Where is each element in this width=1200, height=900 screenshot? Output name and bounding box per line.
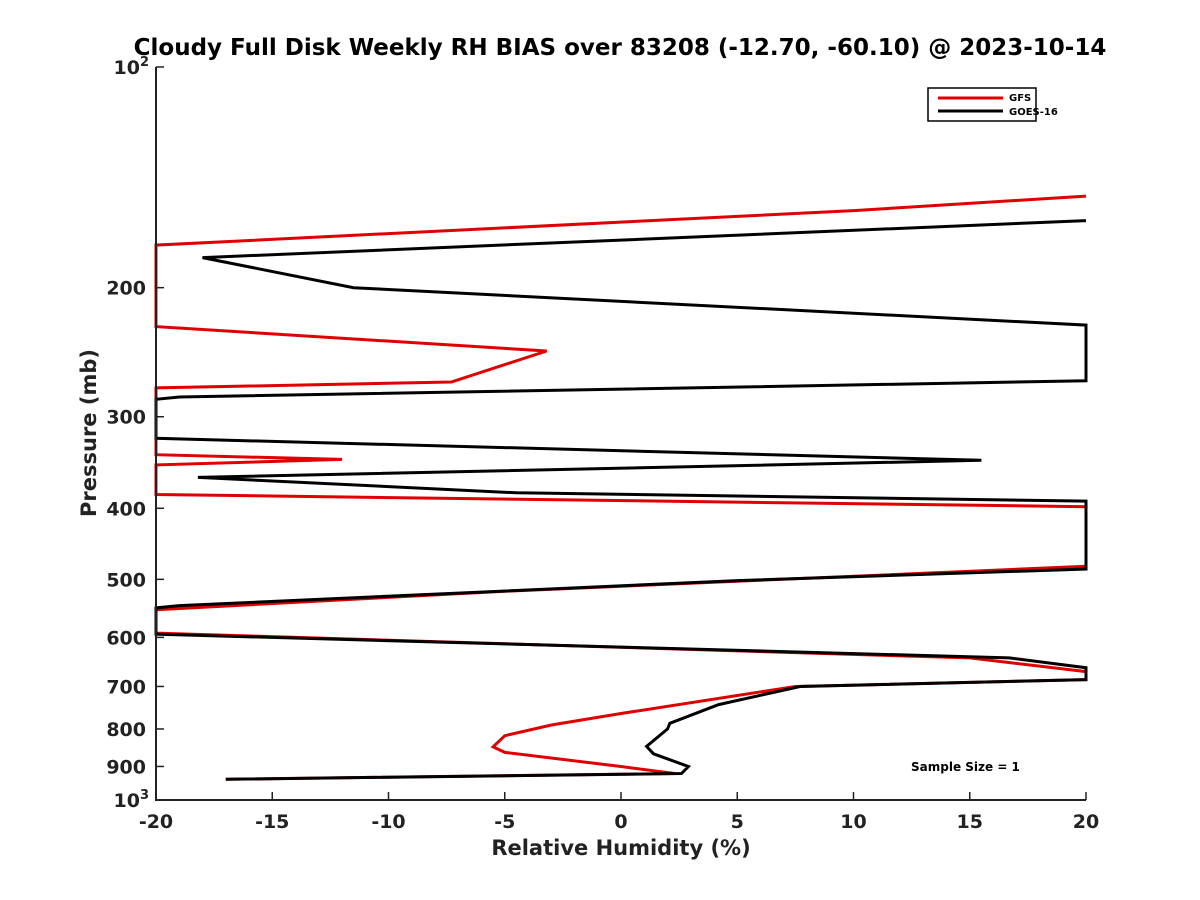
y-tick-base: 10 xyxy=(114,57,140,79)
series-line-goes16 xyxy=(154,219,1088,781)
legend-label-gfs: GFS xyxy=(1009,93,1031,104)
y-tick-label: 103 xyxy=(114,788,150,812)
chart-title: Cloudy Full Disk Weekly RH BIAS over 832… xyxy=(134,35,1107,61)
y-tick-label: 900 xyxy=(106,756,146,778)
y-tick-exponent: 2 xyxy=(140,55,149,70)
y-tick-label: 102 xyxy=(114,55,150,79)
y-tick-label: 400 xyxy=(106,498,146,520)
y-axis-label: Pressure (mb) xyxy=(77,349,101,517)
y-tick-label: 500 xyxy=(106,569,146,591)
y-tick-label: 800 xyxy=(106,719,146,741)
x-axis-label: Relative Humidity (%) xyxy=(491,836,750,860)
legend: GFS GOES-16 xyxy=(927,87,1058,122)
sample-size-annotation: Sample Size = 1 xyxy=(911,760,1020,774)
y-tick-label: 300 xyxy=(106,407,146,429)
x-tick-label: 10 xyxy=(840,811,866,833)
y-tick-exponent: 3 xyxy=(140,788,149,803)
series-line-gfs xyxy=(154,194,1088,781)
x-tick-label: 5 xyxy=(731,811,744,833)
y-tick-label: 200 xyxy=(106,278,146,300)
legend-label-goes16: GOES-16 xyxy=(1009,107,1058,118)
y-tick-base: 10 xyxy=(114,790,140,812)
legend-box xyxy=(927,87,1037,122)
x-tick-label: 20 xyxy=(1073,811,1099,833)
x-tick-label: -10 xyxy=(371,811,405,833)
x-tick-label: 15 xyxy=(957,811,983,833)
axes-frame xyxy=(155,67,1086,801)
y-tick-label: 600 xyxy=(106,627,146,649)
x-tick-label: 0 xyxy=(614,811,627,833)
x-tick-label: -5 xyxy=(494,811,515,833)
x-tick-label: -15 xyxy=(255,811,289,833)
y-tick-label: 700 xyxy=(106,676,146,698)
x-tick-label: -20 xyxy=(139,811,173,833)
